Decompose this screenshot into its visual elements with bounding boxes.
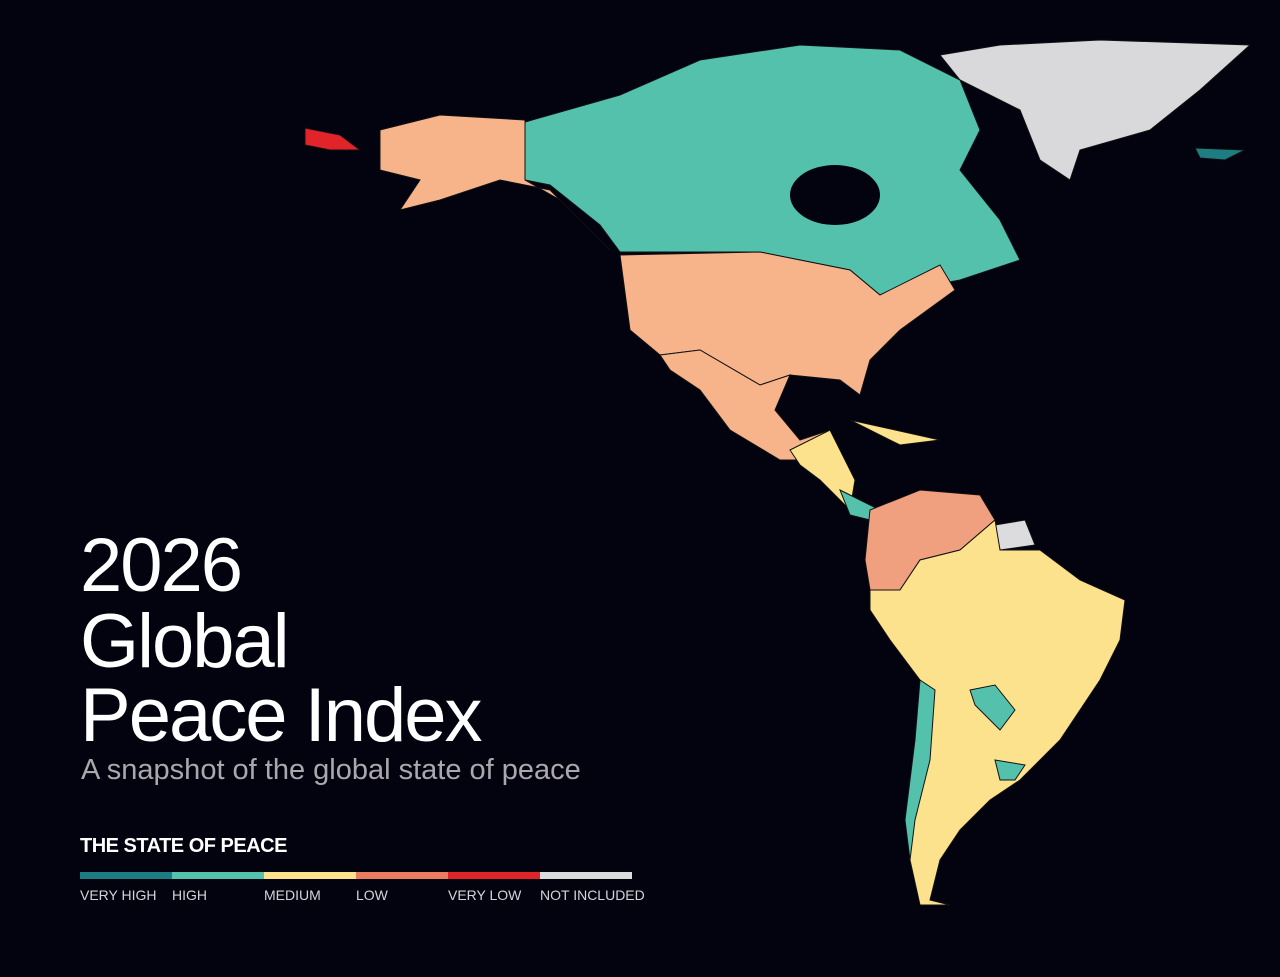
legend-swatch <box>448 872 540 879</box>
legend-swatch <box>172 872 264 879</box>
guianas <box>994 519 1036 551</box>
title-line: Global <box>80 599 290 684</box>
alaska <box>379 114 611 251</box>
legend: THE STATE OF PEACE VERY HIGH HIGH MEDIUM LO… <box>80 835 645 903</box>
hudson-bay <box>790 165 880 225</box>
legend-swatch <box>540 872 632 879</box>
title-line: 2026 <box>80 523 243 608</box>
legend-swatch <box>80 872 172 879</box>
legend-swatch <box>356 872 448 879</box>
legend-label: NOT INCLUDED <box>540 887 645 903</box>
legend-item: MEDIUM <box>264 872 356 903</box>
legend-item: LOW <box>356 872 448 903</box>
legend-label: HIGH <box>172 887 207 903</box>
legend-item: NOT INCLUDED <box>540 872 645 903</box>
legend-label: VERY HIGH <box>80 887 157 903</box>
title-line: Peace Index <box>80 673 483 758</box>
legend-item: VERY HIGH <box>80 872 172 903</box>
greenland <box>939 39 1252 181</box>
canada <box>524 44 1021 296</box>
chile <box>904 679 936 861</box>
legend-item: VERY LOW <box>448 872 540 903</box>
legend-label: VERY LOW <box>448 887 522 903</box>
legend-item: HIGH <box>172 872 264 903</box>
legend-items: VERY HIGH HIGH MEDIUM LOW VERY LOW NOT INCLUD… <box>80 872 645 903</box>
iceland <box>1194 147 1246 161</box>
legend-title: THE STATE OF PEACE <box>80 835 287 857</box>
paraguay <box>969 684 1016 731</box>
legend-label: MEDIUM <box>264 887 321 903</box>
russia <box>304 127 362 151</box>
caribbean <box>849 419 941 446</box>
legend-swatch <box>264 872 356 879</box>
uruguay <box>994 759 1026 781</box>
subtitle: A snapshot of the global state of peace <box>81 754 581 786</box>
legend-label: LOW <box>356 887 388 903</box>
